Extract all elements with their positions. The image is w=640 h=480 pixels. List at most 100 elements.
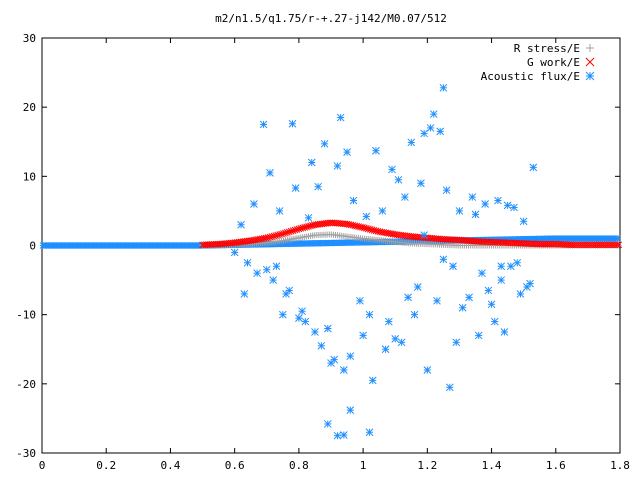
series-acoustic-flux xyxy=(230,83,538,440)
data-point xyxy=(323,324,332,333)
data-point xyxy=(237,220,245,229)
data-marks xyxy=(39,83,623,440)
x-tick-label: 0 xyxy=(39,459,46,472)
data-point xyxy=(293,226,301,233)
data-point xyxy=(269,276,278,284)
legend-label: Acoustic flux/E xyxy=(481,70,580,83)
data-point xyxy=(304,213,313,222)
data-point xyxy=(384,317,393,326)
data-point xyxy=(317,341,326,350)
data-point xyxy=(506,262,515,271)
data-point xyxy=(368,226,376,234)
data-point xyxy=(364,225,372,233)
data-point xyxy=(333,431,342,440)
data-point xyxy=(370,226,378,234)
data-point xyxy=(259,120,268,129)
data-point xyxy=(439,255,448,264)
data-point xyxy=(585,71,595,81)
data-point xyxy=(585,57,595,67)
y-tick-label: 10 xyxy=(23,170,36,183)
data-point xyxy=(339,366,348,374)
data-point xyxy=(372,146,380,155)
data-point xyxy=(264,234,272,241)
x-tick-label: 0.6 xyxy=(225,459,245,472)
data-point xyxy=(346,352,355,361)
data-point xyxy=(497,262,506,271)
data-point xyxy=(368,376,377,385)
x-tick-label: 1.2 xyxy=(417,459,437,472)
x-tick-label: 0.2 xyxy=(96,459,116,472)
data-point xyxy=(291,226,299,234)
data-point xyxy=(311,328,319,336)
data-point xyxy=(586,44,594,52)
data-point xyxy=(359,224,366,231)
data-point xyxy=(455,207,464,215)
data-point xyxy=(445,383,454,392)
data-point xyxy=(366,225,374,233)
data-point xyxy=(299,224,307,232)
data-point xyxy=(250,200,258,208)
data-point xyxy=(282,229,289,237)
data-point xyxy=(404,293,412,302)
data-point xyxy=(394,175,403,184)
series-g-work xyxy=(199,219,623,249)
data-point xyxy=(362,212,371,221)
data-point xyxy=(500,328,509,336)
data-point xyxy=(307,158,316,167)
data-point xyxy=(346,406,355,414)
x-tick-label: 1.6 xyxy=(546,459,566,472)
data-point xyxy=(615,241,623,249)
data-point xyxy=(276,231,283,238)
data-point xyxy=(262,234,270,242)
data-point xyxy=(372,227,380,235)
y-tick-label: -10 xyxy=(16,309,36,322)
y-tick-label: -20 xyxy=(16,378,36,391)
data-point xyxy=(314,182,323,191)
data-point xyxy=(365,310,374,319)
x-tick-label: 0.4 xyxy=(161,459,181,472)
data-point xyxy=(401,193,409,201)
data-point xyxy=(510,203,518,212)
data-point xyxy=(410,310,419,319)
data-point xyxy=(278,230,285,238)
data-point xyxy=(449,262,457,271)
data-point xyxy=(343,148,351,156)
data-point xyxy=(230,248,239,257)
data-point xyxy=(287,227,295,235)
data-point xyxy=(362,224,370,232)
data-point xyxy=(478,269,486,278)
data-point xyxy=(301,224,309,231)
data-point xyxy=(613,241,621,249)
data-point xyxy=(407,138,416,147)
x-tick-label: 0.8 xyxy=(289,459,309,472)
data-point xyxy=(365,428,374,437)
data-point xyxy=(519,217,528,226)
data-point xyxy=(423,366,432,374)
data-point xyxy=(417,179,425,188)
data-point xyxy=(413,283,422,291)
data-point xyxy=(487,300,496,309)
data-point xyxy=(301,317,310,326)
y-tick-label: 0 xyxy=(29,240,36,253)
data-point xyxy=(388,165,396,174)
data-point xyxy=(433,296,441,305)
data-point xyxy=(262,265,271,274)
x-tick-label: 1 xyxy=(360,459,367,472)
data-point xyxy=(420,231,428,239)
data-point xyxy=(278,310,287,319)
data-point xyxy=(426,124,435,132)
data-point xyxy=(497,276,506,284)
data-point xyxy=(339,431,348,439)
data-point xyxy=(274,231,282,239)
data-point xyxy=(336,113,345,122)
data-point xyxy=(349,196,358,205)
data-point xyxy=(285,228,293,236)
data-point xyxy=(420,129,428,138)
data-point xyxy=(468,193,477,201)
data-point xyxy=(320,139,329,148)
data-point xyxy=(307,222,314,230)
data-point xyxy=(529,163,538,172)
chart-title: m2/n1.5/q1.75/r-+.27-j142/M0.07/512 xyxy=(215,12,447,25)
data-point xyxy=(289,227,297,234)
